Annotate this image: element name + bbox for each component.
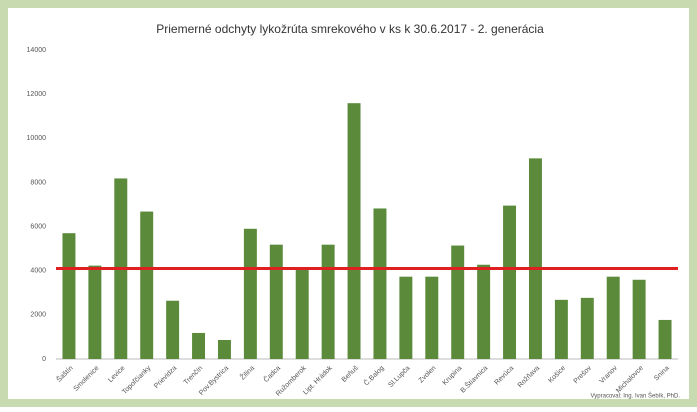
y-tick-label: 12000 [27, 91, 47, 98]
bar [425, 276, 439, 359]
y-tick-label: 6000 [30, 223, 46, 230]
bar [373, 208, 387, 359]
y-tick-label: 10000 [27, 135, 47, 142]
footnote: Vypracoval: Ing. Ivan Šebík, PhD. [591, 393, 681, 400]
y-tick-label: 8000 [30, 179, 46, 186]
y-tick-label: 4000 [30, 268, 46, 275]
bar [580, 297, 594, 359]
y-tick-label: 14000 [27, 47, 47, 54]
bar [243, 228, 257, 359]
y-tick-label: 0 [42, 356, 46, 363]
bar [166, 300, 180, 359]
bar [477, 264, 491, 359]
bar [269, 244, 283, 359]
bar [528, 158, 542, 359]
y-tick-label: 2000 [30, 312, 46, 319]
bar [503, 205, 517, 359]
bar [192, 332, 206, 359]
bar [554, 299, 568, 359]
bar [347, 103, 361, 360]
bar [451, 245, 465, 359]
bar [399, 276, 413, 359]
bar [140, 211, 154, 359]
bar [606, 276, 620, 359]
bar [632, 279, 646, 359]
bar [658, 319, 672, 359]
bar [217, 340, 231, 359]
bar [88, 265, 102, 359]
bar [321, 244, 335, 359]
chart-title: Priemerné odchyty lykožrúta smrekového v… [156, 22, 544, 36]
bar [295, 268, 309, 359]
bar [62, 233, 76, 359]
